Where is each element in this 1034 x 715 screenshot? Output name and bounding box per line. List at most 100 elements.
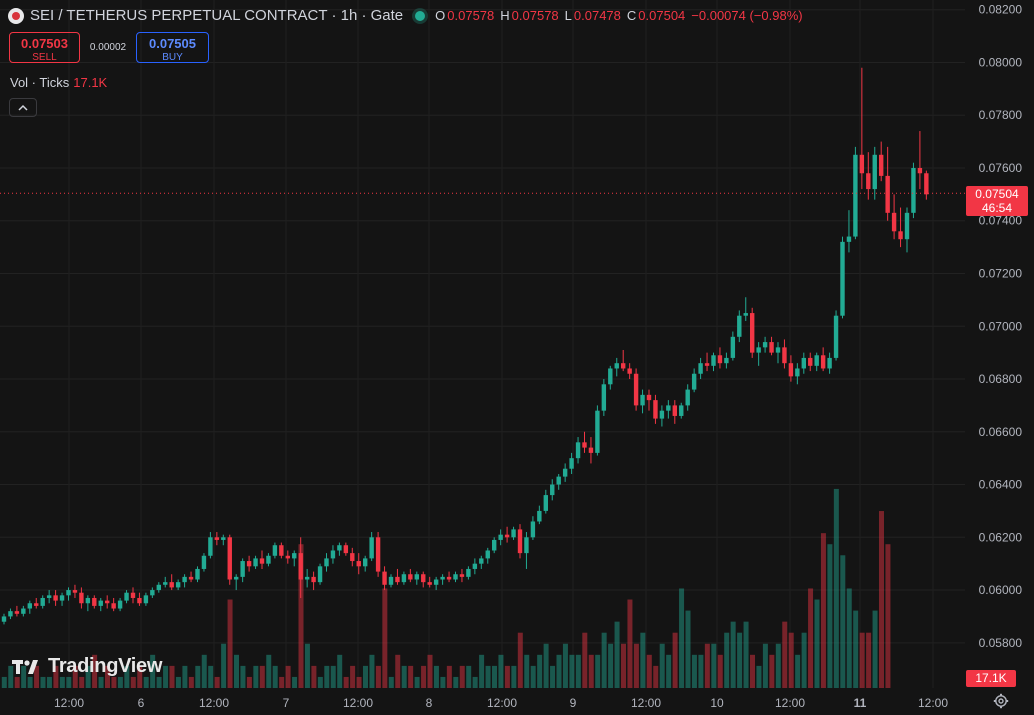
volume-bar xyxy=(34,665,40,688)
volume-bar xyxy=(433,665,439,688)
volume-bar xyxy=(27,676,33,688)
volume-bar xyxy=(163,665,169,688)
volume-bar xyxy=(575,654,581,688)
candle-body xyxy=(188,576,194,580)
volume-bar xyxy=(175,676,181,688)
sell-button[interactable]: 0.07503 SELL xyxy=(9,32,80,63)
volume-bar xyxy=(137,665,143,688)
candles xyxy=(1,67,929,625)
candle-body xyxy=(337,545,342,551)
high-key: H xyxy=(500,8,510,23)
price-axis[interactable]: 0.05800 0.06000 0.06200 0.06400 0.06600 0.068… xyxy=(979,3,1023,650)
candle-body xyxy=(788,363,794,377)
candle-body xyxy=(743,313,748,316)
volume-bar xyxy=(304,643,310,688)
candle-body xyxy=(79,592,84,604)
candle-body xyxy=(872,154,877,190)
candle-body xyxy=(530,521,536,538)
candle-body xyxy=(672,405,677,416)
price-axis-label: 0.07800 xyxy=(979,108,1023,122)
candle-body xyxy=(917,167,923,174)
candle-body xyxy=(330,550,336,559)
volume-bar xyxy=(208,665,214,688)
volume-legend[interactable]: Vol · Ticks 17.1K xyxy=(10,75,107,90)
volume-bar xyxy=(562,643,568,688)
volume-bar xyxy=(382,588,388,688)
volume-bar xyxy=(795,654,801,688)
time-axis[interactable]: 12:00 6 12:00 7 12:00 8 12:00 9 12:00 10 12:00 11 12… xyxy=(54,696,948,710)
candle-body xyxy=(156,584,161,591)
time-axis-label: 11 xyxy=(854,696,867,710)
volume-bar xyxy=(182,665,188,688)
volume-bar xyxy=(317,676,323,688)
candle-body xyxy=(395,576,400,583)
candle-body xyxy=(201,555,207,569)
candle-body xyxy=(840,241,845,316)
time-axis-label: 7 xyxy=(283,696,290,710)
candle-body xyxy=(891,212,897,232)
candle-body xyxy=(466,568,471,577)
candle-body xyxy=(659,410,665,419)
volume-bar xyxy=(814,599,820,688)
volume-bar xyxy=(343,676,349,688)
candle-body xyxy=(363,558,368,567)
candle-body xyxy=(608,368,613,385)
candle-body xyxy=(195,568,200,580)
buy-price: 0.07505 xyxy=(149,36,196,51)
candle-body xyxy=(691,373,697,390)
volume-bar xyxy=(653,665,659,688)
price-axis-label: 0.06400 xyxy=(979,478,1023,492)
collapse-legend-button[interactable] xyxy=(9,98,37,117)
volume-bar xyxy=(679,588,685,688)
candle-body xyxy=(453,574,458,580)
volume-bar xyxy=(466,665,472,688)
volume-bar xyxy=(775,643,781,688)
volume-bar xyxy=(459,665,465,688)
time-axis-label: 12:00 xyxy=(54,696,84,710)
volume-bar xyxy=(253,665,259,688)
price-axis-label: 0.07400 xyxy=(979,214,1023,228)
time-axis-label: 12:00 xyxy=(918,696,948,710)
buy-button[interactable]: 0.07505 BUY xyxy=(136,32,209,63)
volume-bar xyxy=(124,665,130,688)
candle-body xyxy=(853,154,858,237)
candle-body xyxy=(317,566,323,583)
candle-body xyxy=(524,537,529,554)
change-value: −0.00074 (−0.98%) xyxy=(691,8,803,23)
volume-bar xyxy=(8,665,14,688)
candle-body xyxy=(627,368,632,374)
volume-bar xyxy=(504,665,510,688)
candle-body xyxy=(40,597,45,606)
symbol-title[interactable]: SEI / TETHERUS PERPETUAL CONTRACT · 1h ·… xyxy=(30,7,404,24)
volume-bar xyxy=(59,676,65,688)
volume-bar xyxy=(324,665,330,688)
candle-body xyxy=(575,442,581,459)
candle-body xyxy=(27,603,32,609)
candle-body xyxy=(685,389,690,406)
gear-icon[interactable] xyxy=(993,693,1009,709)
candle-body xyxy=(246,561,252,567)
volume-bar xyxy=(498,654,504,688)
volume-bar xyxy=(608,643,614,688)
volume-bar xyxy=(395,654,401,688)
candle-body xyxy=(446,576,452,580)
candle-body xyxy=(46,595,52,598)
candle-body xyxy=(298,553,303,580)
volume-bar xyxy=(195,665,201,688)
candle-body xyxy=(820,355,826,369)
buy-label: BUY xyxy=(162,52,183,63)
volume-bar xyxy=(440,676,446,688)
volume-bar xyxy=(130,676,136,688)
volume-bar xyxy=(879,511,884,688)
volume-bar xyxy=(14,676,20,688)
volume-bar xyxy=(762,643,768,688)
candle-body xyxy=(762,342,768,348)
tradingview-watermark[interactable]: TradingView xyxy=(12,655,162,678)
volume-bar xyxy=(569,654,575,688)
candle-body xyxy=(711,355,716,366)
open-value: 0.07578 xyxy=(447,8,495,23)
candle-body xyxy=(350,553,355,562)
candle-body xyxy=(14,611,20,614)
